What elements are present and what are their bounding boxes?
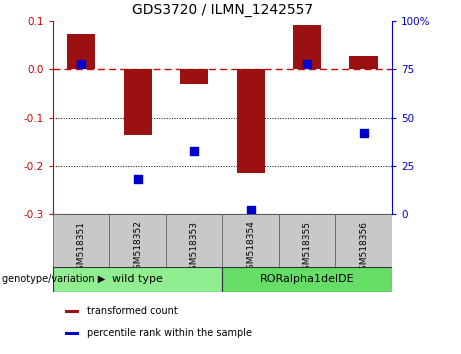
Point bbox=[77, 61, 85, 67]
Bar bbox=[124, 69, 152, 135]
Bar bbox=[336, 214, 392, 267]
Bar bbox=[166, 214, 222, 267]
Text: genotype/variation ▶: genotype/variation ▶ bbox=[2, 274, 106, 284]
Point bbox=[360, 130, 367, 136]
Bar bbox=[53, 214, 110, 267]
Text: GSM518352: GSM518352 bbox=[133, 221, 142, 275]
Point bbox=[303, 61, 311, 67]
Bar bbox=[222, 267, 392, 292]
Point bbox=[190, 148, 198, 153]
Text: percentile rank within the sample: percentile rank within the sample bbox=[87, 329, 252, 338]
Text: GSM518354: GSM518354 bbox=[246, 221, 255, 275]
Text: RORalpha1delDE: RORalpha1delDE bbox=[260, 274, 355, 284]
Title: GDS3720 / ILMN_1242557: GDS3720 / ILMN_1242557 bbox=[132, 4, 313, 17]
Bar bbox=[110, 214, 166, 267]
Text: wild type: wild type bbox=[112, 274, 163, 284]
Bar bbox=[236, 69, 265, 173]
Point bbox=[247, 207, 254, 213]
Bar bbox=[222, 214, 279, 267]
Text: GSM518355: GSM518355 bbox=[302, 221, 312, 275]
Text: transformed count: transformed count bbox=[87, 306, 177, 316]
Bar bbox=[180, 69, 208, 84]
Point bbox=[134, 177, 142, 182]
Bar bbox=[279, 214, 336, 267]
Bar bbox=[349, 56, 378, 69]
Bar bbox=[53, 267, 222, 292]
Bar bbox=[67, 34, 95, 69]
Bar bbox=[65, 310, 78, 313]
Text: GSM518351: GSM518351 bbox=[77, 221, 86, 275]
Text: GSM518356: GSM518356 bbox=[359, 221, 368, 275]
Text: GSM518353: GSM518353 bbox=[189, 221, 199, 275]
Bar bbox=[293, 25, 321, 69]
Bar bbox=[65, 332, 78, 335]
